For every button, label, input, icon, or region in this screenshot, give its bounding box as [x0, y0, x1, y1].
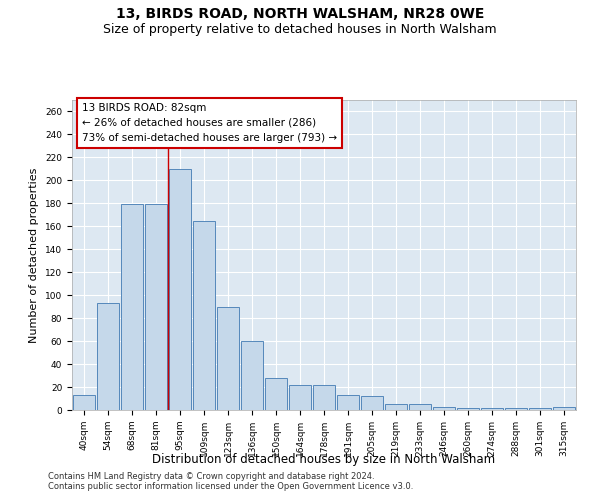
- Text: Contains public sector information licensed under the Open Government Licence v3: Contains public sector information licen…: [48, 482, 413, 491]
- Bar: [73, 395, 95, 410]
- Bar: [265, 378, 287, 410]
- Bar: [97, 303, 119, 410]
- Bar: [505, 408, 527, 410]
- Text: Size of property relative to detached houses in North Walsham: Size of property relative to detached ho…: [103, 22, 497, 36]
- Text: 13 BIRDS ROAD: 82sqm
← 26% of detached houses are smaller (286)
73% of semi-deta: 13 BIRDS ROAD: 82sqm ← 26% of detached h…: [82, 103, 337, 142]
- Bar: [433, 406, 455, 410]
- Bar: [193, 220, 215, 410]
- Bar: [121, 204, 143, 410]
- Bar: [361, 396, 383, 410]
- Bar: [289, 384, 311, 410]
- Text: Distribution of detached houses by size in North Walsham: Distribution of detached houses by size …: [152, 452, 496, 466]
- Bar: [457, 408, 479, 410]
- Bar: [529, 408, 551, 410]
- Bar: [145, 204, 167, 410]
- Bar: [337, 395, 359, 410]
- Bar: [553, 406, 575, 410]
- Y-axis label: Number of detached properties: Number of detached properties: [29, 168, 40, 342]
- Bar: [217, 306, 239, 410]
- Bar: [169, 169, 191, 410]
- Bar: [385, 404, 407, 410]
- Bar: [241, 341, 263, 410]
- Bar: [409, 404, 431, 410]
- Text: 13, BIRDS ROAD, NORTH WALSHAM, NR28 0WE: 13, BIRDS ROAD, NORTH WALSHAM, NR28 0WE: [116, 8, 484, 22]
- Bar: [313, 384, 335, 410]
- Text: Contains HM Land Registry data © Crown copyright and database right 2024.: Contains HM Land Registry data © Crown c…: [48, 472, 374, 481]
- Bar: [481, 408, 503, 410]
